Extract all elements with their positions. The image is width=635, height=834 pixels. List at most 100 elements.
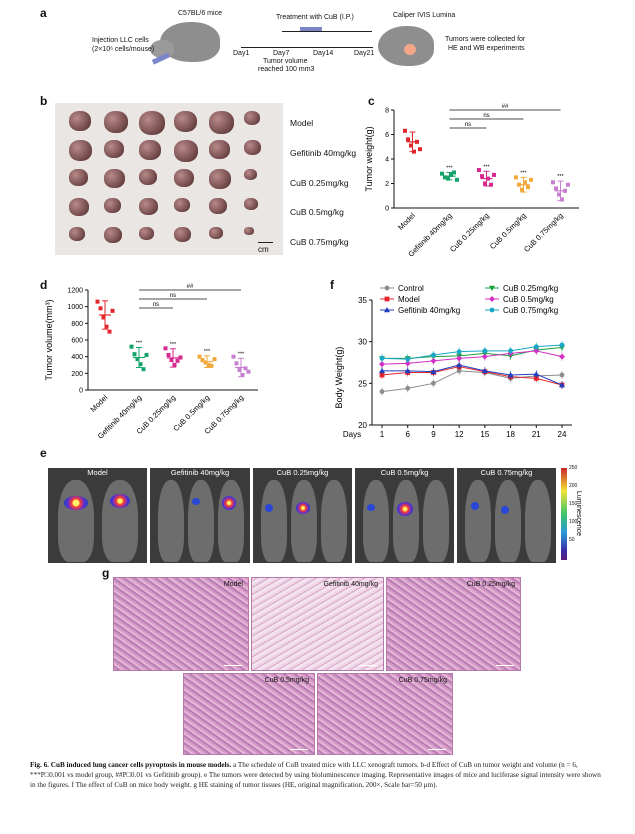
ivis-image-cub-075: CuB 0.75mg/kg (457, 468, 556, 563)
tumor-specimen (69, 111, 91, 131)
series-line (382, 364, 563, 386)
he-image-cub-025: CuB 0.25mg/kg (386, 577, 521, 671)
data-point (456, 362, 463, 368)
legend-label: Model (398, 295, 420, 304)
significance-stars: *** (136, 341, 143, 347)
data-point (405, 385, 411, 391)
data-point (169, 358, 174, 362)
y-tick-label: 0 (79, 388, 83, 395)
y-tick-label: 2 (385, 181, 389, 188)
ivis-mouse (495, 480, 521, 562)
y-tick-label: 400 (71, 354, 83, 361)
x-tick-label: 12 (455, 430, 464, 439)
collect-label-2: HE and WB experiments (448, 45, 525, 52)
data-point (526, 185, 530, 190)
data-point (379, 389, 385, 395)
colorbar-tick-100: 100 (569, 519, 578, 525)
panel-g-letter: g (102, 566, 110, 580)
ivis-mouse (218, 480, 244, 562)
x-category-label: CuB 0.25mg/kg (448, 211, 491, 254)
volume-note-2: reached 100 mm3 (258, 66, 315, 73)
tumor-specimen (139, 140, 161, 160)
tumor-specimen (174, 111, 197, 132)
significance-stars: *** (520, 170, 527, 176)
data-point (163, 346, 168, 351)
significance-stars: *** (170, 342, 177, 348)
data-point (489, 296, 495, 302)
ivis-image-cub-05: CuB 0.5mg/kg (355, 468, 454, 563)
data-point (440, 171, 444, 176)
data-point (529, 177, 533, 182)
data-point (431, 380, 436, 386)
data-point (404, 360, 411, 367)
bracket-label: ## (187, 284, 194, 290)
data-point (455, 177, 459, 182)
photo-scalebar (258, 242, 273, 243)
tumor-specimen (139, 227, 154, 240)
x-tick-label: 15 (480, 430, 489, 439)
x-tick-label: 21 (532, 430, 541, 439)
collect-label-1: Tumors were collected for (445, 36, 526, 43)
data-point (482, 348, 488, 354)
x-tick-label: 9 (431, 430, 436, 439)
legend-label: Control (398, 284, 424, 293)
y-tick-label: 0 (385, 206, 389, 213)
y-tick-label: 600 (71, 338, 83, 345)
body-weight-chart: 20 25 30 35 1 6 9 12 15 18 21 24 Days Body Weight(g) C… (334, 284, 572, 439)
caption-body: a The schedule of CuB treated mice with … (30, 761, 601, 789)
row-label-cub-025: CuB 0.25mg/kg (290, 178, 349, 188)
data-point (405, 356, 411, 362)
data-point (418, 147, 422, 152)
he-scalebar (428, 749, 446, 750)
data-point (523, 180, 527, 185)
ivis-label-cub-075: CuB 0.75mg/kg (480, 468, 533, 477)
data-point (559, 342, 565, 348)
data-point (452, 170, 456, 175)
data-point (379, 355, 385, 361)
data-point (557, 192, 561, 197)
data-point (231, 354, 236, 359)
dose-label: (2×10⁶ cells/mouse) (92, 46, 155, 53)
y-axis-label: Tumor weight(g) (364, 126, 374, 191)
he-image-model: Model (113, 577, 249, 671)
data-point (430, 368, 437, 374)
tumor-photo (55, 103, 283, 255)
legend-label: CuB 0.75mg/kg (503, 306, 558, 315)
data-point (449, 172, 453, 177)
y-tick-label: 1200 (67, 288, 83, 295)
y-tick-label: 25 (358, 379, 367, 388)
ivis-mouse (291, 480, 317, 562)
data-point (508, 348, 513, 354)
data-point (481, 367, 488, 374)
data-point (533, 344, 539, 350)
data-point (98, 306, 103, 311)
row-label-cub-05: CuB 0.5mg/kg (290, 207, 344, 217)
data-point (135, 357, 140, 362)
luminescence-spot (110, 494, 130, 508)
tumor-specimen (209, 227, 223, 239)
data-point (200, 358, 205, 362)
data-point (456, 355, 463, 362)
y-tick-label: 6 (385, 132, 389, 139)
luminescence-spot (471, 502, 479, 510)
data-point (533, 371, 540, 377)
data-point (138, 362, 143, 367)
data-point (566, 182, 570, 187)
series-line (381, 370, 563, 393)
data-point (559, 353, 565, 360)
data-point (443, 175, 447, 180)
tumor-specimen (209, 111, 234, 134)
y-tick-label: 1000 (67, 304, 83, 311)
data-point (409, 143, 413, 148)
he-scalebar (224, 665, 242, 666)
timeline-day14: Day14 (313, 50, 334, 57)
x-category-label: Model (89, 393, 110, 414)
data-point (489, 182, 493, 187)
data-point (520, 187, 524, 192)
data-point (132, 352, 137, 357)
luminescence-spot (367, 504, 375, 511)
colorbar-title: Luminescence (575, 490, 583, 537)
x-axis-label: Days (343, 430, 361, 439)
tumor-specimen (104, 111, 128, 133)
data-point (209, 363, 214, 368)
